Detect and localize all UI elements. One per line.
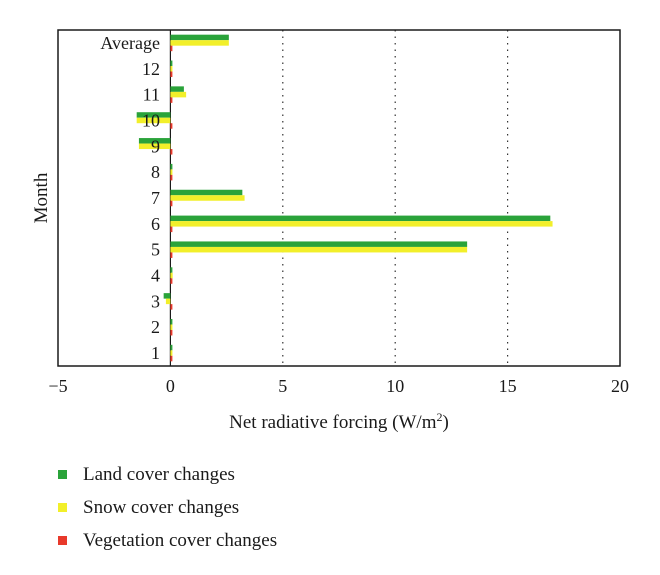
bar <box>170 91 187 98</box>
x-tick-label: 20 <box>611 376 629 396</box>
y-tick-label: 10 <box>142 110 160 130</box>
y-tick-label: 1 <box>151 343 160 363</box>
bar <box>170 60 173 67</box>
x-axis-title-sup: 2 <box>437 410 443 424</box>
bar <box>170 174 173 181</box>
bar <box>170 272 173 279</box>
bar <box>170 149 173 155</box>
x-axis-title: Net radiative forcing (W/m2) <box>229 410 449 433</box>
bars <box>136 34 553 362</box>
bar <box>170 221 553 227</box>
bar <box>170 86 184 92</box>
bar <box>170 97 173 103</box>
bar <box>170 169 173 175</box>
legend-swatch <box>58 503 67 512</box>
x-tick-label: 5 <box>278 376 287 396</box>
bar <box>165 298 171 305</box>
legend-swatch <box>58 536 67 545</box>
y-tick-label: Average <box>100 33 160 53</box>
bar <box>170 123 173 129</box>
x-tick-label: 0 <box>166 376 175 396</box>
bar <box>170 200 173 207</box>
x-tick-label: 10 <box>386 376 404 396</box>
x-axis-title-end: ) <box>443 412 449 433</box>
bar <box>170 318 173 325</box>
y-tick-label: 9 <box>151 136 160 156</box>
bar <box>170 329 173 336</box>
bar <box>170 66 173 72</box>
legend-item: Land cover changes <box>58 458 277 491</box>
bar <box>170 34 229 41</box>
legend-item: Snow cover changes <box>58 491 277 524</box>
bar <box>170 215 551 222</box>
bar <box>138 138 171 144</box>
y-axis-title: Month <box>31 172 52 223</box>
legend-item: Vegetation cover changes <box>58 524 277 557</box>
bar <box>138 143 171 150</box>
bar <box>170 71 173 78</box>
bar <box>170 267 173 273</box>
bar <box>170 189 243 196</box>
bar <box>170 278 173 284</box>
y-tick-label: 5 <box>151 240 160 260</box>
bar <box>170 226 173 233</box>
x-axis-title-main: Net radiative forcing (W/m <box>229 412 437 433</box>
y-tick-label: 3 <box>151 291 160 311</box>
bar <box>170 304 173 310</box>
bar <box>170 355 173 362</box>
legend: Land cover changes Snow cover changes Vege… <box>58 458 277 557</box>
bar <box>170 344 173 351</box>
bar <box>170 163 173 170</box>
y-tick-label: 2 <box>151 317 160 337</box>
x-tick-label: −5 <box>48 376 67 396</box>
bar <box>136 117 171 124</box>
bar <box>170 241 468 247</box>
bar <box>170 350 173 356</box>
legend-swatch <box>58 470 67 479</box>
y-tick-label: 11 <box>143 85 160 105</box>
y-tick-label: 6 <box>151 214 160 234</box>
x-tick-labels: −5 0 5 10 15 20 <box>48 376 629 396</box>
x-tick-label: 15 <box>499 376 517 396</box>
bar <box>170 45 173 52</box>
y-tick-label: 4 <box>151 266 160 286</box>
y-tick-label: 8 <box>151 162 160 182</box>
bar <box>170 252 173 258</box>
y-tick-label: 12 <box>142 59 160 79</box>
bar <box>170 195 245 201</box>
bar <box>170 40 229 46</box>
plot-frame <box>57 29 621 367</box>
bar <box>170 246 468 253</box>
legend-label: Snow cover changes <box>83 496 240 518</box>
bar <box>163 293 171 299</box>
legend-label: Land cover changes <box>83 463 235 485</box>
bar <box>170 324 173 330</box>
y-tick-label: 7 <box>151 188 160 208</box>
bar <box>136 112 171 118</box>
legend-label: Vegetation cover changes <box>83 529 278 551</box>
